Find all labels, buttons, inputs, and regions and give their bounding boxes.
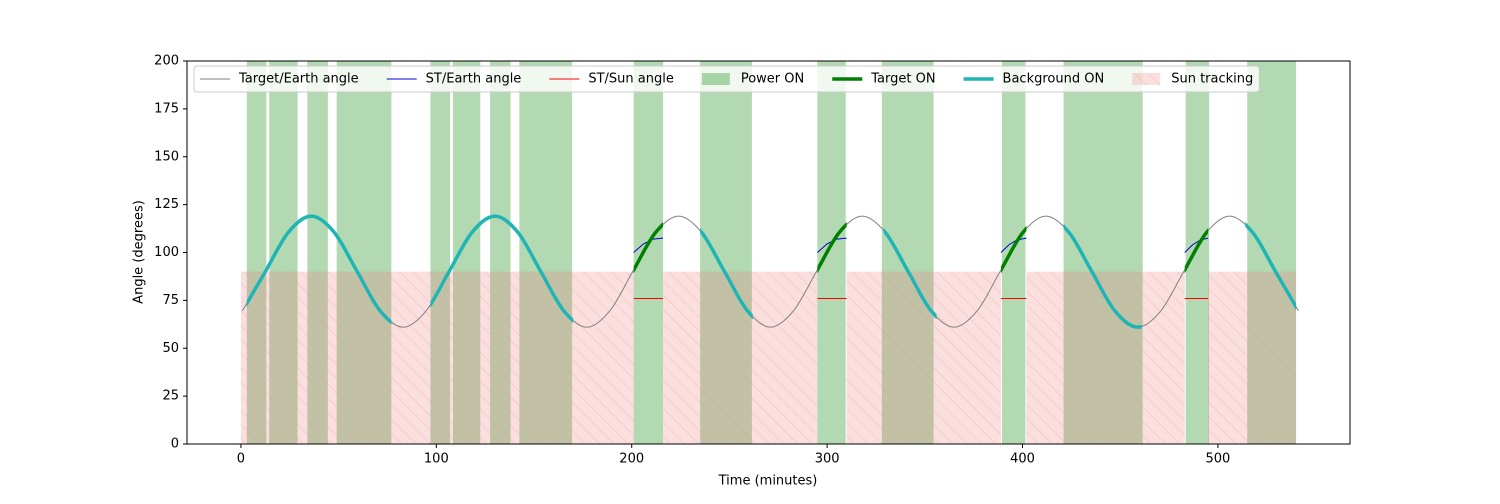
y-tick-label: 50 — [162, 341, 179, 356]
sun-tracking-hatch — [1026, 271, 1185, 444]
highlight-line — [1063, 223, 1142, 329]
y-tick-label: 125 — [154, 197, 179, 212]
y-tick-label: 25 — [162, 389, 179, 404]
x-tick-label: 100 — [424, 452, 449, 467]
x-tick-label: 0 — [237, 452, 245, 467]
x-tick-label: 300 — [815, 452, 840, 467]
power-span — [1001, 61, 1026, 444]
power-span — [1185, 61, 1210, 444]
legend-label: Target/Earth angle — [238, 72, 359, 87]
y-tick-label: 150 — [154, 149, 179, 164]
legend-label: Power ON — [741, 72, 804, 87]
legend-hatch — [1132, 73, 1161, 85]
y-tick-label: 100 — [154, 245, 179, 260]
y-axis-label: Angle (degrees) — [132, 200, 147, 304]
legend-box — [193, 65, 1260, 93]
spans — [240, 61, 1297, 444]
legend-label: ST/Earth angle — [426, 72, 522, 87]
legend: Target/Earth angle ST/Earth angle ST/Sun a… — [193, 65, 1260, 93]
power-span — [817, 61, 846, 444]
legend-label: Target ON — [870, 72, 935, 87]
axes: 0 100 200 300 400 500 0 25 50 75 100 125 150 175 200 — [154, 54, 1351, 467]
legend-handle — [701, 73, 730, 85]
y-tick-label: 0 — [171, 437, 179, 452]
legend-label: ST/Sun angle — [588, 72, 674, 87]
x-tick-label: 500 — [1205, 452, 1230, 467]
x-axis-label: Time (minutes) — [718, 474, 818, 489]
power-span — [633, 61, 663, 444]
lines — [241, 214, 1299, 329]
sun-tracking-hatch — [240, 271, 634, 444]
y-tick-label: 175 — [154, 101, 179, 116]
x-tick-label: 200 — [619, 452, 644, 467]
legend-label: Background ON — [1003, 72, 1105, 87]
legend-label: Sun tracking — [1171, 72, 1253, 87]
sun-tracking-hatch — [1208, 271, 1297, 444]
x-tick-label: 400 — [1010, 452, 1035, 467]
y-tick-label: 75 — [162, 293, 179, 308]
y-tick-label: 200 — [154, 54, 179, 69]
